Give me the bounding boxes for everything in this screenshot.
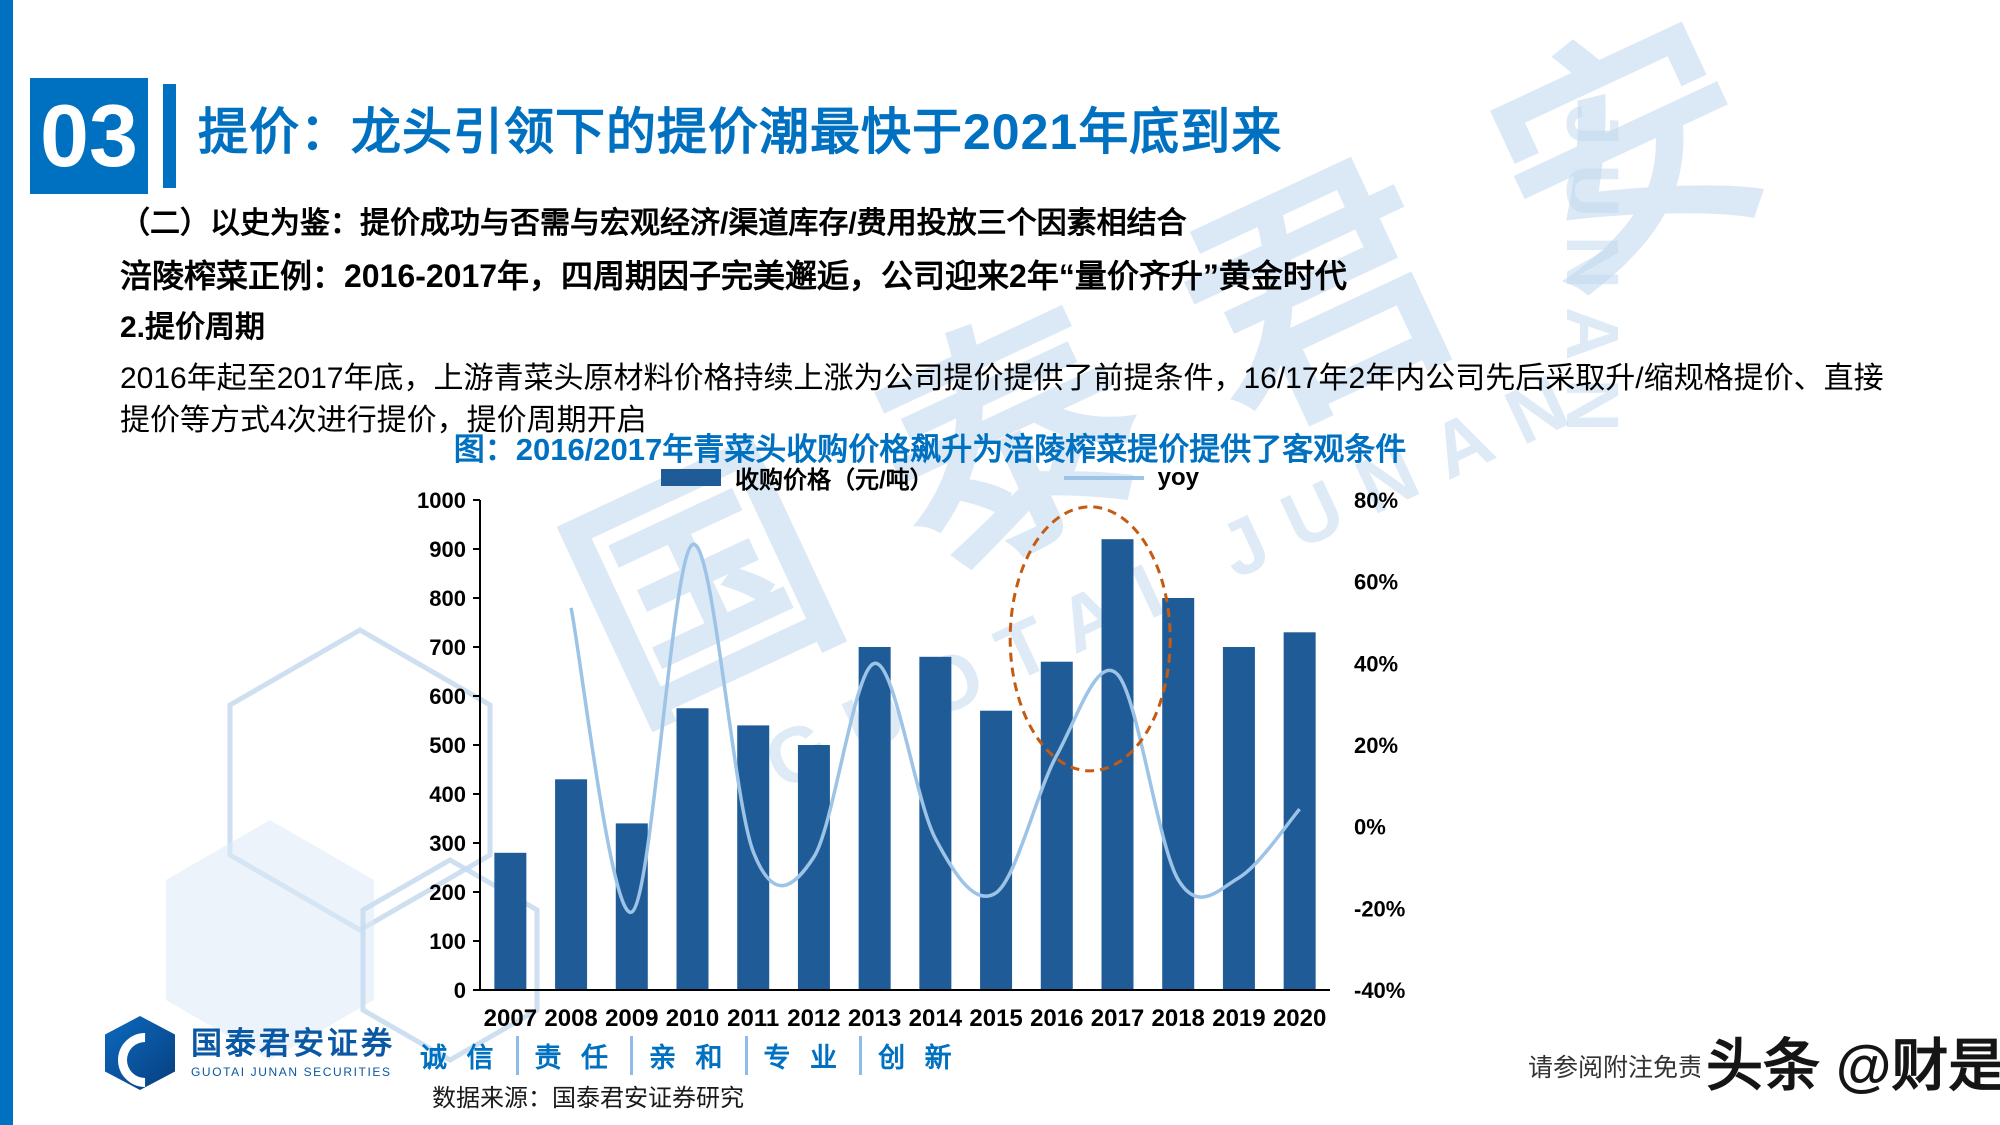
x-axis-label: 2016	[1030, 1005, 1083, 1032]
section-number: 03	[30, 78, 148, 194]
bar-2010	[676, 708, 709, 990]
chart-title: 图：2016/2017年青菜头收购价格飙升为涪陵榨菜提价提供了客观条件	[453, 432, 1407, 467]
price-yoy-chart: 0 100 200 300 400 500 600 700 800 900 1000 -40% -20%…	[417, 488, 1405, 1032]
hexagon-outline-2	[360, 857, 540, 1063]
left-axis-label: 600	[429, 684, 466, 709]
bar-2007	[494, 852, 527, 990]
left-axis-label: 300	[429, 831, 466, 856]
left-axis-label: 700	[429, 635, 466, 660]
right-axis-label: -20%	[1354, 896, 1405, 921]
data-source-note: 数据来源：国泰君安证券研究	[432, 1085, 744, 1112]
right-axis-label: -40%	[1354, 978, 1405, 1003]
right-axis-label: 0%	[1354, 815, 1386, 840]
right-axis-label: 20%	[1354, 733, 1398, 758]
left-axis-label: 1000	[417, 488, 466, 513]
slide-title: 提价：龙头引领下的提价潮最快于2021年底到来	[198, 104, 1283, 160]
left-accent-strip	[0, 0, 13, 1125]
x-axis-label: 2012	[787, 1005, 840, 1032]
logo-icon	[105, 1016, 175, 1090]
bar-legend-swatch-icon	[660, 469, 721, 486]
line-legend-label: yoy	[1157, 463, 1200, 491]
bar-2013	[858, 647, 891, 990]
legend-item-bar: 收购价格（元/吨）	[660, 460, 934, 495]
highlight-ellipse	[1008, 505, 1172, 773]
left-axis-label: 400	[429, 782, 466, 807]
right-axis-label: 60%	[1354, 570, 1398, 595]
x-axis-label: 2017	[1091, 1005, 1144, 1032]
left-axis-label: 900	[429, 537, 466, 562]
x-axis-label: 2011	[727, 1005, 779, 1032]
left-axis-label: 800	[429, 586, 466, 611]
bar-2016	[1040, 661, 1073, 990]
x-axis-label: 2007	[484, 1005, 537, 1032]
bar-2011	[737, 725, 770, 990]
subtitle-line-1: （二）以史为鉴：提价成功与否需与宏观经济/渠道库存/费用投放三个因素相结合	[120, 207, 1187, 240]
slogan-item: 亲 和	[630, 1036, 729, 1075]
right-axis-label: 40%	[1354, 651, 1398, 676]
bar-2014	[919, 656, 952, 990]
logo-name-cn: 国泰君安证券	[191, 1026, 395, 1062]
slogan-item: 专 业	[744, 1036, 844, 1075]
slogan-item: 责 任	[515, 1036, 615, 1075]
subtitle-line-2: 涪陵榨菜正例：2016-2017年，四周期因子完美邂逅，公司迎来2年“量价齐升”…	[120, 257, 1347, 294]
x-axis-label: 2013	[848, 1005, 901, 1032]
x-axis-label: 2009	[605, 1005, 658, 1032]
left-axis-label: 500	[429, 733, 466, 758]
bar-2012	[797, 745, 830, 990]
bar-legend-label: 收购价格（元/吨）	[734, 467, 934, 494]
left-axis-label: 200	[429, 880, 466, 905]
subtitle-line-3: 2.提价周期	[120, 311, 266, 345]
hexagon-decoration	[166, 627, 540, 1063]
slogan-item: 创 新	[859, 1036, 958, 1075]
x-axis-label: 2018	[1152, 1005, 1205, 1032]
line-legend-swatch-icon	[1063, 475, 1144, 480]
bar-2019	[1222, 647, 1255, 990]
x-axis-label: 2015	[969, 1005, 1022, 1032]
left-axis-label: 100	[429, 929, 466, 954]
x-axis-label: 2014	[909, 1005, 963, 1032]
x-axis-label: 2020	[1273, 1005, 1326, 1032]
bar-2015	[980, 710, 1013, 990]
footer-slogan: 诚 信 责 任 亲 和 专 业 创 新	[420, 1036, 958, 1075]
paragraph-pricing-cycle: 2016年起至2017年底，上游青菜头原材料价格持续上涨为公司提价提供了前提条件…	[120, 361, 1884, 438]
guotai-junan-logo: 国泰君安证券 GUOTAI JUNAN SECURITIES	[105, 1016, 395, 1090]
right-axis-label: 80%	[1354, 488, 1398, 513]
legend-item-line: yoy	[1063, 463, 1200, 492]
x-axis-label: 2019	[1212, 1005, 1265, 1032]
logo-text: 国泰君安证券 GUOTAI JUNAN SECURITIES	[191, 1026, 395, 1079]
x-axis-label: 2010	[666, 1005, 719, 1032]
body-text: （二）以史为鉴：提价成功与否需与宏观经济/渠道库存/费用投放三个因素相结合 涪陵…	[120, 203, 1910, 451]
title-divider	[163, 84, 176, 188]
logo-name-en: GUOTAI JUNAN SECURITIES	[191, 1064, 392, 1079]
bar-2009	[615, 823, 648, 990]
chart-legend: 收购价格（元/吨） yoy	[380, 460, 1480, 495]
bar-2008	[555, 779, 588, 990]
left-axis-label: 0	[454, 978, 466, 1003]
x-axis-label: 2008	[544, 1005, 597, 1032]
bar-2018	[1162, 598, 1195, 990]
hexagon-filled	[166, 820, 374, 1060]
brand-watermark-overlay: 头条 @财是	[1700, 1020, 2000, 1102]
slogan-item: 诚 信	[420, 1043, 500, 1073]
yoy-line	[569, 542, 1301, 914]
